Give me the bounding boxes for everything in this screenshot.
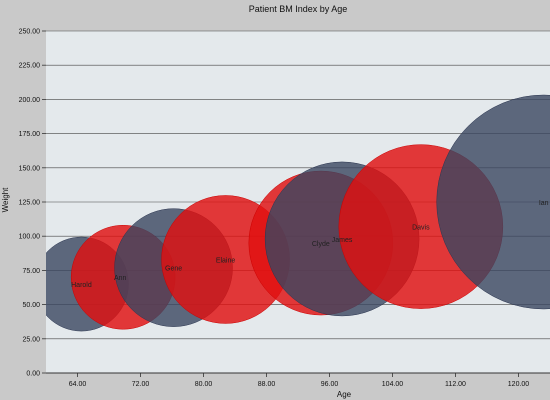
- x-tick-label: 96.00: [321, 381, 339, 388]
- y-tick-label: 100.00: [19, 234, 41, 241]
- y-tick-label: 175.00: [19, 131, 41, 138]
- bubble-label-davis: Davis: [412, 225, 430, 232]
- x-tick-label: 72.00: [132, 381, 150, 388]
- chart-title: Patient BM Index by Age: [249, 4, 348, 14]
- bubble-label-elaine: Elaine: [216, 257, 236, 264]
- y-tick-label: 50.00: [22, 302, 40, 309]
- y-tick-label: 125.00: [19, 200, 41, 207]
- bubble-layer: [46, 94, 550, 332]
- y-tick-label: 250.00: [19, 29, 41, 36]
- x-ticks: 64.00 72.00 80.00 88.00 96.00 104.00 112.00 120…: [69, 373, 530, 388]
- y-axis-label: Weight: [1, 187, 10, 213]
- bubble-label-harold: Harold: [71, 282, 92, 289]
- y-tick-label: 150.00: [19, 165, 41, 172]
- bubble-label-ann: Ann: [114, 275, 127, 282]
- x-tick-label: 120.00: [508, 381, 530, 388]
- x-tick-label: 80.00: [195, 381, 213, 388]
- bubble-label-ian: Ian: [539, 200, 549, 207]
- bubble-ian[interactable]: [436, 94, 550, 310]
- y-tick-label: 25.00: [22, 336, 40, 343]
- bubble-label-clyde: Clyde: [312, 241, 330, 248]
- y-tick-label: 200.00: [19, 97, 41, 104]
- x-axis-label: Age: [337, 390, 352, 399]
- y-ticks: 0.00 25.00 50.00 75.00 100.00 125.00 150.00 175…: [19, 29, 46, 378]
- x-tick-label: 64.00: [69, 381, 87, 388]
- y-tick-label: 0.00: [26, 371, 40, 378]
- y-tick-label: 225.00: [19, 63, 41, 70]
- x-tick-label: 104.00: [382, 381, 404, 388]
- bubble-label-james: James: [332, 237, 353, 244]
- x-tick-label: 88.00: [258, 381, 276, 388]
- x-tick-label: 112.00: [445, 381, 466, 388]
- bubble-label-gene: Gene: [165, 266, 182, 273]
- y-tick-label: 75.00: [22, 268, 40, 275]
